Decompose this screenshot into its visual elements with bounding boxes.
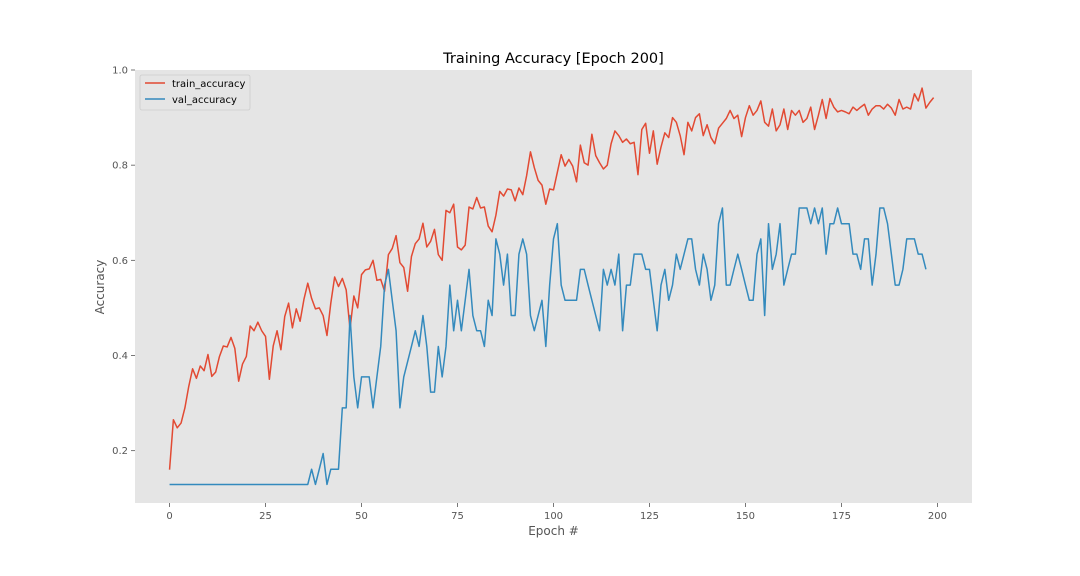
x-tick-label: 125 xyxy=(640,511,659,522)
x-tick-label: 150 xyxy=(736,511,755,522)
x-tick-label: 200 xyxy=(928,511,947,522)
x-tick-label: 25 xyxy=(259,511,272,522)
y-tick-label: 0.2 xyxy=(112,446,128,457)
series-layer xyxy=(168,87,935,486)
x-tick-label: 50 xyxy=(355,511,368,522)
legend: train_accuracy val_accuracy xyxy=(139,74,251,111)
y-tick-label: 0.6 xyxy=(112,256,128,267)
y-axis-ticks: 0.2 0.4 0.6 0.8 1.0 xyxy=(112,66,135,457)
x-tick-label: 100 xyxy=(544,511,563,522)
legend-box xyxy=(139,74,251,111)
series-line-train-accuracy xyxy=(168,87,935,470)
x-axis-ticks: 0 25 50 75 100 125 150 175 200 xyxy=(166,503,947,522)
x-tick-label: 0 xyxy=(166,511,172,522)
legend-label-val-accuracy: val_accuracy xyxy=(172,95,237,106)
x-axis-label: Epoch # xyxy=(528,524,579,538)
series-line-val-accuracy xyxy=(169,207,927,486)
y-tick-label: 0.4 xyxy=(112,351,128,362)
y-axis-label: Accuracy xyxy=(93,260,107,315)
x-tick-label: 75 xyxy=(451,511,464,522)
legend-label-train-accuracy: train_accuracy xyxy=(172,79,245,90)
y-tick-label: 0.8 xyxy=(112,161,128,172)
chart-title: Training Accuracy [Epoch 200] xyxy=(442,51,664,67)
x-tick-label: 175 xyxy=(832,511,851,522)
plot-area xyxy=(135,70,972,503)
y-tick-label: 1.0 xyxy=(112,66,128,77)
